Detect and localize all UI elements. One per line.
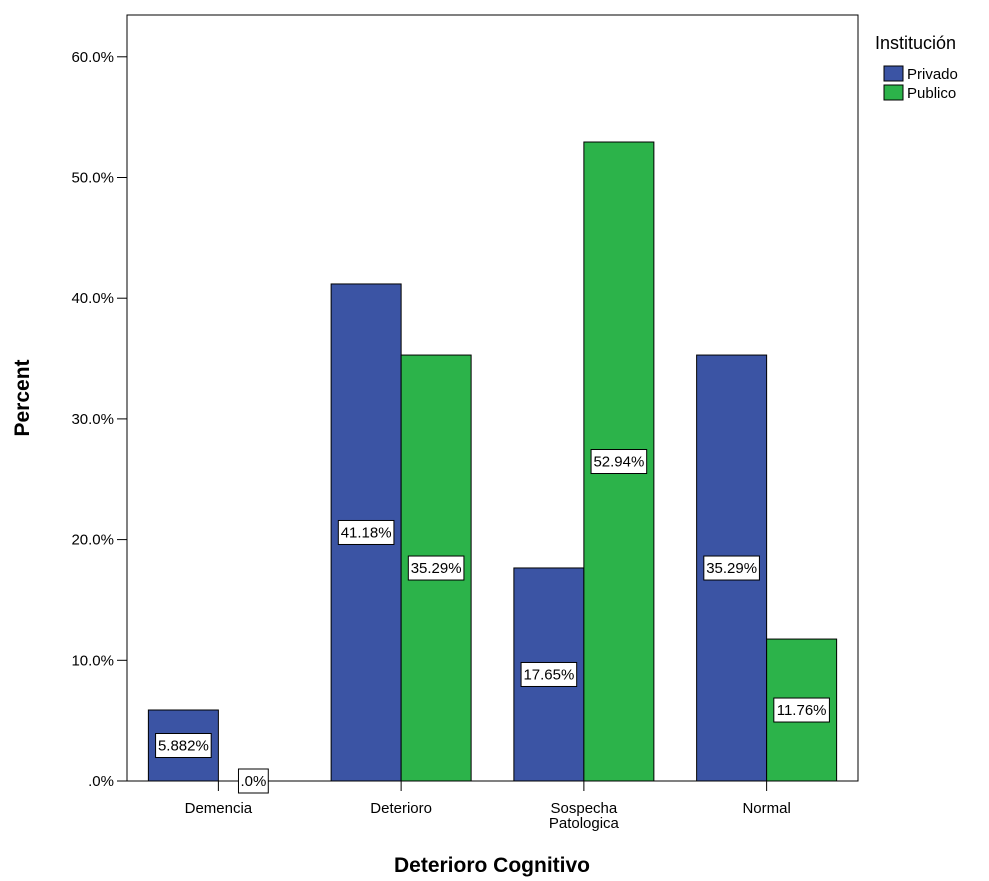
data-labels-group: 5.882% .0% 41.18% 35.29% 17.65% 52.94% 35.29% 1… bbox=[155, 449, 830, 794]
legend-swatch-publico bbox=[883, 84, 904, 101]
y-axis: .0% 10.0% 20.0% 30.0% 40.0% 50.0% 60.0% bbox=[71, 49, 127, 790]
data-label-box bbox=[773, 697, 830, 723]
y-tick-label: .0% bbox=[88, 773, 114, 790]
x-tick-label: Normal bbox=[742, 800, 790, 817]
legend-label: Privado bbox=[907, 66, 958, 83]
data-label-box bbox=[590, 449, 648, 475]
legend-swatch-privado bbox=[883, 65, 904, 82]
x-tick-label: Sospecha bbox=[551, 800, 618, 817]
legend-label: Publico bbox=[907, 85, 956, 102]
data-label: 41.18% bbox=[341, 524, 392, 541]
data-label: 35.29% bbox=[411, 560, 462, 577]
y-tick-label: 30.0% bbox=[71, 411, 114, 428]
data-label-box bbox=[237, 768, 269, 794]
data-label: .0% bbox=[240, 773, 266, 790]
data-label: 52.94% bbox=[593, 454, 644, 471]
data-label: 35.29% bbox=[706, 560, 757, 577]
bars-group bbox=[147, 141, 838, 782]
data-label-box bbox=[520, 661, 578, 687]
y-tick-label: 60.0% bbox=[71, 49, 114, 66]
data-label-box bbox=[703, 555, 760, 581]
legend: Institución Privado Publico bbox=[875, 33, 958, 102]
data-label: 11.76% bbox=[777, 702, 827, 719]
y-tick-label: 20.0% bbox=[71, 532, 114, 549]
data-label-box bbox=[337, 519, 395, 545]
y-tick-label: 10.0% bbox=[71, 652, 114, 669]
y-tick-label: 40.0% bbox=[71, 290, 114, 307]
data-label-box bbox=[407, 555, 465, 581]
plot-frame bbox=[126, 14, 859, 782]
x-tick-label: Patologica bbox=[549, 815, 620, 832]
data-label-box bbox=[155, 733, 212, 759]
data-label: 17.65% bbox=[523, 666, 574, 683]
x-tick-label: Demencia bbox=[185, 800, 253, 817]
x-tick-label: Deterioro bbox=[370, 800, 432, 817]
x-axis-title: Deterioro Cognitivo bbox=[394, 854, 590, 877]
data-label: 5.882% bbox=[158, 738, 209, 755]
y-axis-title: Percent bbox=[11, 359, 34, 436]
legend-title: Institución bbox=[875, 33, 956, 53]
y-tick-label: 50.0% bbox=[71, 170, 114, 187]
